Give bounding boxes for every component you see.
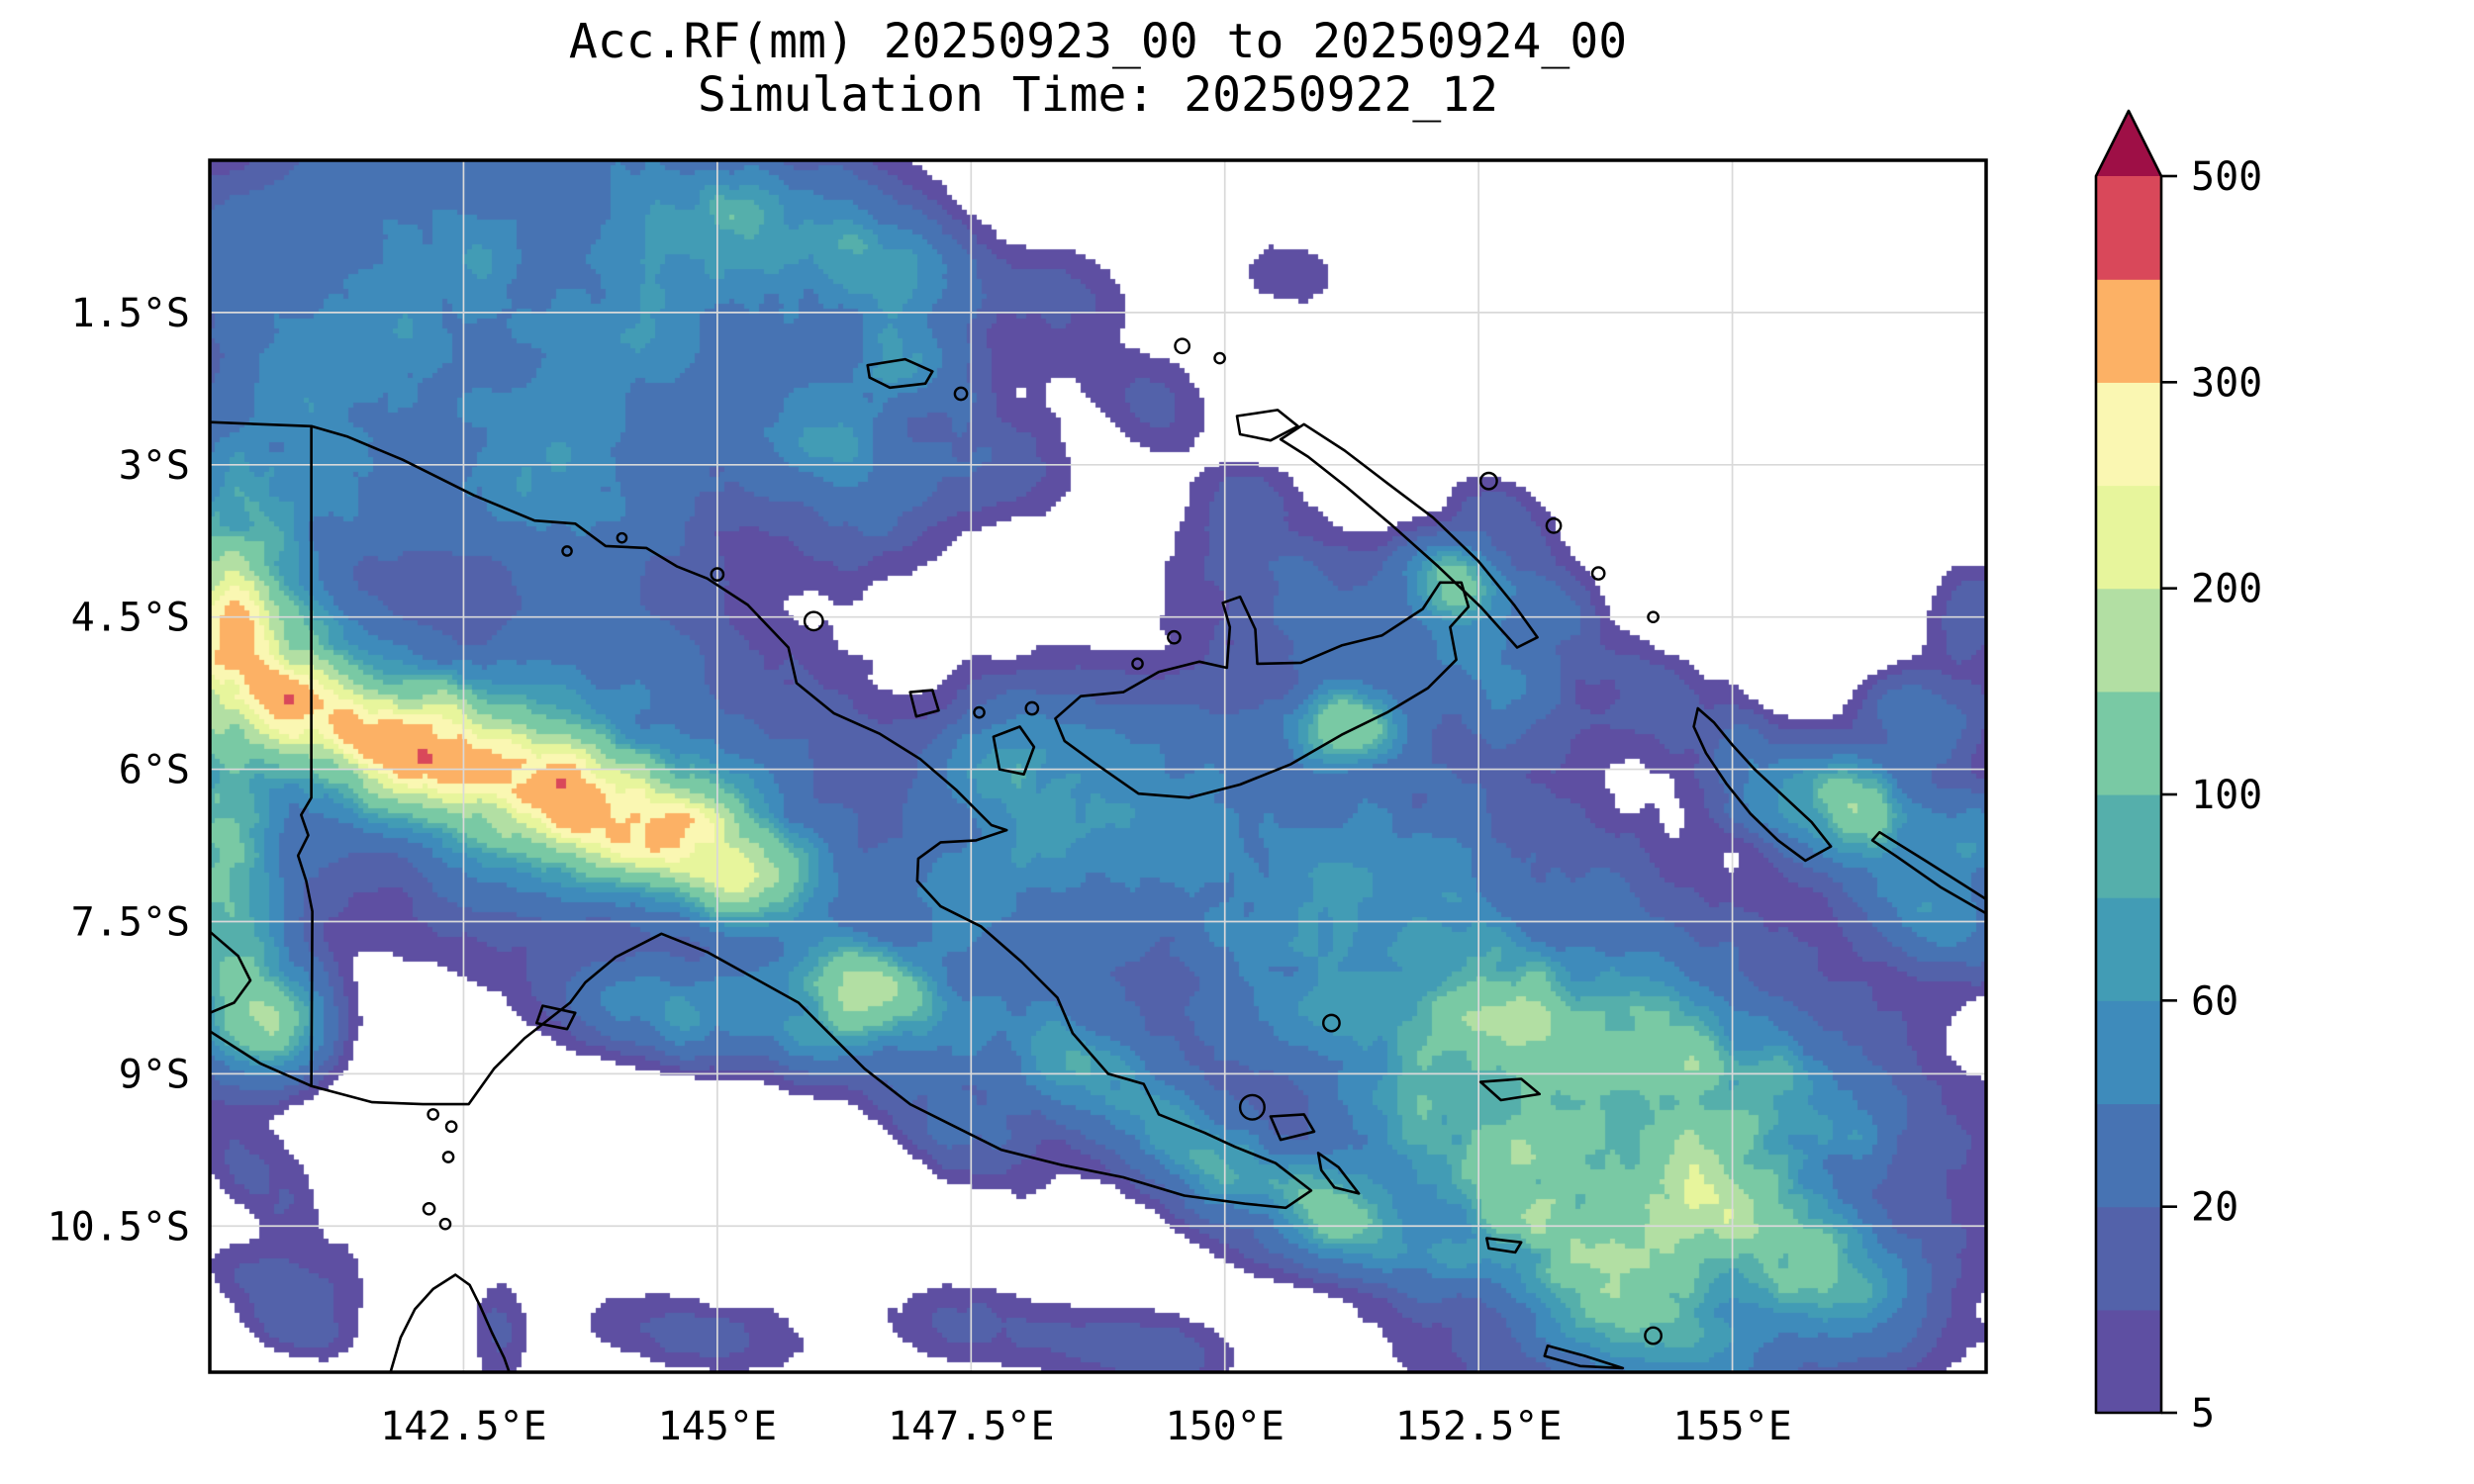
coastline-long-island	[908, 689, 940, 718]
colorbar-segment	[2096, 588, 2161, 693]
y-tick-label: 9°S	[119, 1052, 190, 1097]
x-tick-label: 145°E	[658, 1404, 777, 1449]
colorbar-tick-label: 200	[2191, 567, 2262, 612]
colorbar: 500 300 200 100 60 20 5	[2094, 109, 2262, 1437]
coastline-normanby-island	[1316, 1152, 1361, 1195]
island-rambutyo-island	[953, 386, 969, 402]
island-sepik-islet-2	[616, 531, 628, 544]
y-tick-label: 7.5°S	[71, 899, 190, 945]
island-sakar-island	[1024, 700, 1040, 716]
coastline-new-guinea-coast	[210, 420, 1313, 1210]
colorbar-segment	[2096, 176, 2161, 280]
colorbar-segment	[2096, 382, 2161, 487]
x-tick-label: 147.5°E	[888, 1404, 1055, 1449]
coastline-tagula-island	[1543, 1345, 1625, 1370]
coastline-choiseul	[1870, 830, 1986, 915]
colorbar-tick-label: 20	[2191, 1185, 2238, 1231]
island-manam-island	[710, 567, 725, 582]
colorbar-segment	[2096, 1000, 2161, 1105]
coastline-new-britain	[1054, 581, 1471, 799]
coastline-fergusson-island	[1269, 1113, 1316, 1142]
x-tick-label: 152.5°E	[1395, 1404, 1563, 1449]
y-tick-label: 6°S	[119, 748, 190, 793]
island-torres-islet-3	[441, 1151, 455, 1163]
island-crown-island	[973, 705, 986, 719]
coastline-bougainville	[1692, 706, 1833, 863]
coastline-new-hanover	[1235, 409, 1299, 442]
y-tick-label: 3°S	[119, 443, 190, 489]
colorbar-tick-label: 100	[2191, 773, 2262, 818]
colorbar-tick-label: 500	[2191, 154, 2262, 200]
colorbar-segment	[2096, 794, 2161, 898]
x-tick-label: 155°E	[1672, 1404, 1791, 1449]
coastline-woodlark-island	[1478, 1077, 1541, 1102]
y-axis-labels: 1.5°S 3°S 4.5°S 6°S 7.5°S 9°S 10.5°S	[48, 291, 191, 1250]
coastline-kiwai-island	[535, 1004, 577, 1031]
colorbar-tick-label: 300	[2191, 360, 2262, 406]
x-axis-labels: 142.5°E 145°E 147.5°E 150°E 152.5°E 155°E	[380, 1404, 1792, 1449]
island-trobriand-island	[1322, 1013, 1341, 1033]
coastline-umboi-island	[992, 725, 1036, 776]
coastline-dolak-island	[210, 930, 252, 1015]
island-torres-islet-1	[422, 1201, 436, 1216]
coastline-cape-york	[389, 1273, 511, 1372]
colorbar-segment	[2096, 1309, 2161, 1414]
coastline-new-ireland	[1279, 422, 1539, 649]
colorbar-tick-label: 5	[2191, 1391, 2215, 1437]
colorbar-over-triangle	[2096, 111, 2161, 176]
island-daru-islet-1	[427, 1108, 439, 1121]
island-daru-islet-2	[444, 1120, 458, 1134]
island-rossel-island	[1644, 1326, 1663, 1345]
colorbar-segment	[2096, 1103, 2161, 1208]
island-goodenough-island	[1238, 1093, 1266, 1121]
page-title: Acc.RF(mm) 20250923_00 to 20250924_00	[568, 14, 1628, 69]
gridlines-layer	[210, 160, 1986, 1372]
colorbar-segment	[2096, 279, 2161, 383]
island-witu-island-2	[1167, 629, 1182, 645]
page-subtitle: Simulation Time: 20250922_12	[697, 67, 1499, 123]
x-tick-label: 150°E	[1166, 1404, 1285, 1449]
coastline-manus-island	[866, 357, 934, 390]
coastline-png-indonesia-border	[296, 424, 314, 1087]
y-tick-label: 4.5°S	[71, 596, 190, 641]
colorbar-segment	[2096, 485, 2161, 590]
island-karkar-island	[803, 610, 824, 632]
island-witu-island-1	[1131, 657, 1144, 671]
colorbar-segment	[2096, 691, 2161, 795]
coastline-misima-island	[1485, 1237, 1523, 1254]
colorbar-tick-label: 60	[2191, 978, 2238, 1024]
coastlines-layer	[210, 337, 1986, 1372]
island-emirau-island	[1213, 351, 1226, 365]
island-mussau-island	[1174, 337, 1191, 355]
colorbar-segment	[2096, 897, 2161, 1001]
island-torres-islet-2	[438, 1217, 452, 1231]
y-tick-label: 1.5°S	[71, 291, 190, 336]
map-frame-layer	[208, 158, 1988, 1374]
colorbar-segment	[2096, 1206, 2161, 1311]
island-sepik-islet-1	[561, 545, 573, 557]
island-lihir-island	[1478, 471, 1498, 491]
map-frame	[208, 158, 1988, 1374]
y-tick-label: 10.5°S	[48, 1204, 191, 1250]
island-feni-island	[1590, 566, 1606, 581]
island-tanga-island	[1545, 516, 1563, 534]
island-nissan-island	[1647, 610, 1660, 624]
x-tick-label: 142.5°E	[380, 1404, 547, 1449]
